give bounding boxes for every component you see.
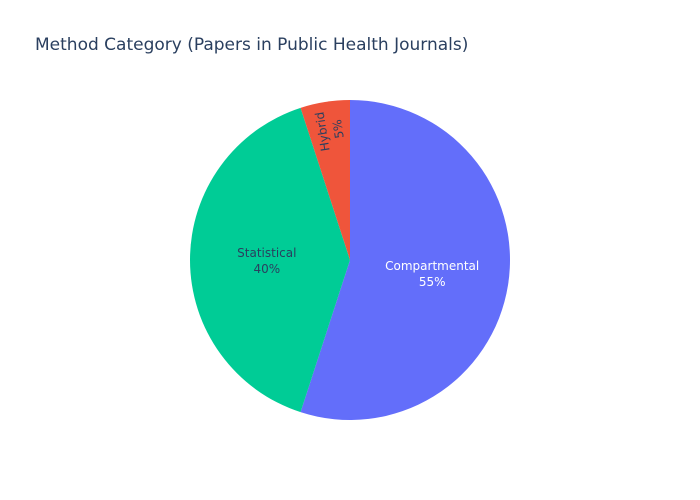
chart-title: Method Category (Papers in Public Health… — [35, 35, 468, 55]
slice-label-statistical: Statistical 40% — [237, 246, 296, 276]
slice-name-hybrid: Hybrid — [313, 111, 333, 152]
slice-percent-statistical: 40% — [253, 262, 280, 276]
pie-slice-compartmental[interactable] — [300, 100, 510, 420]
slice-label-compartmental: Compartmental 55% — [385, 259, 479, 289]
pie-slice-hybrid[interactable] — [300, 100, 350, 260]
pie-slice-statistical[interactable] — [190, 107, 350, 413]
slice-percent-hybrid: 5% — [330, 119, 347, 140]
slice-percent-compartmental: 55% — [419, 275, 446, 289]
slice-name-compartmental: Compartmental — [385, 259, 479, 273]
pie-slices — [190, 100, 510, 420]
slice-name-statistical: Statistical — [237, 246, 296, 260]
